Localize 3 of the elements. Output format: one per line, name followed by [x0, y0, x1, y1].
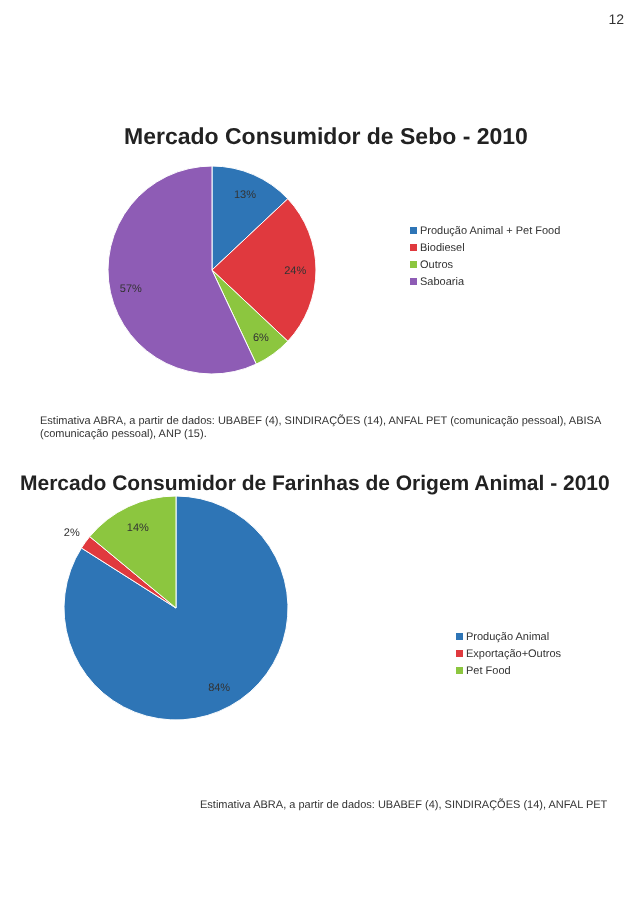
pie-slice: [63, 495, 289, 721]
chart-title: Mercado Consumidor de Sebo - 2010: [124, 126, 528, 150]
chart-title: Mercado Consumidor de Farinhas de Origem Animal - 2010: [20, 472, 611, 496]
